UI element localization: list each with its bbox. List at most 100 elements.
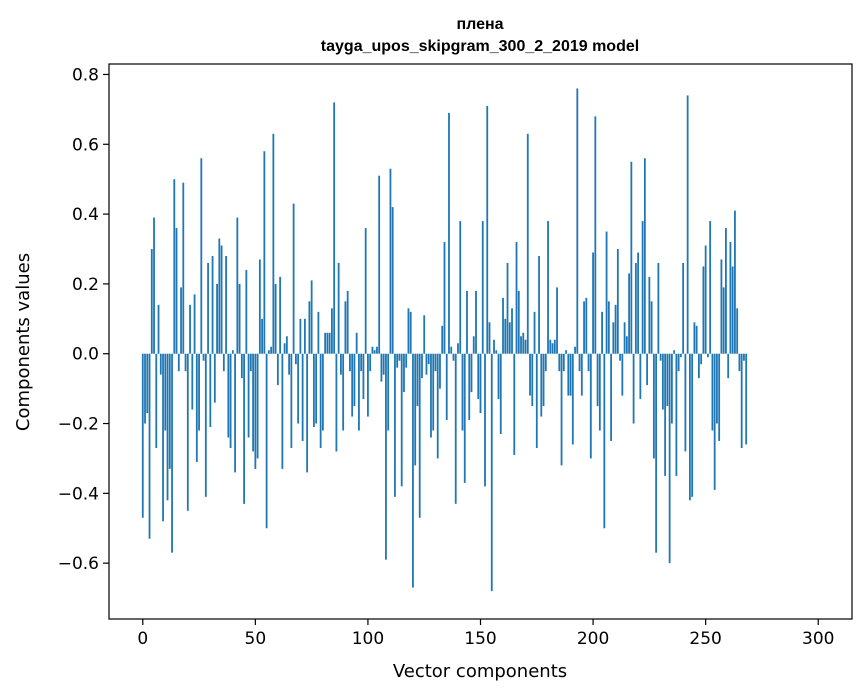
- bar-163: [508, 322, 511, 354]
- bar-156: [493, 339, 495, 354]
- x-tick-label: 0: [137, 629, 148, 649]
- bar-19: [184, 353, 187, 372]
- bar-112: [394, 353, 396, 497]
- bar-129: [432, 353, 435, 431]
- bar-248: [700, 353, 703, 365]
- bar-133: [441, 325, 444, 354]
- bar-235: [670, 353, 673, 424]
- bar-166: [515, 242, 518, 354]
- bar-213: [621, 353, 624, 396]
- bar-59: [274, 283, 277, 354]
- y-tick-label: 0.8: [72, 65, 99, 85]
- bar-69: [297, 353, 300, 424]
- bar-161: [504, 318, 507, 354]
- bar-5: [153, 217, 155, 354]
- bar-146: [470, 353, 473, 393]
- bar-85: [333, 102, 336, 354]
- bar-81: [324, 332, 327, 354]
- bar-110: [389, 168, 392, 354]
- y-tick-label: 0.6: [72, 135, 99, 155]
- bar-6: [155, 353, 158, 448]
- bar-230: [659, 353, 662, 361]
- bar-120: [412, 353, 414, 588]
- bar-249: [702, 266, 705, 354]
- bar-91: [346, 290, 349, 354]
- bar-24: [195, 353, 198, 462]
- bar-16: [177, 353, 180, 372]
- bar-86: [335, 353, 338, 452]
- bar-142: [461, 353, 464, 431]
- bar-226: [650, 301, 653, 354]
- bar-151: [481, 221, 484, 354]
- bar-223: [643, 158, 646, 354]
- x-tick-label: 150: [464, 629, 496, 649]
- bar-257: [720, 259, 723, 354]
- bar-8: [159, 353, 162, 375]
- bar-51: [256, 353, 259, 459]
- bar-241: [684, 353, 687, 452]
- bar-17: [180, 287, 182, 354]
- bar-259: [725, 228, 727, 354]
- bar-198: [587, 353, 590, 372]
- bar-48: [249, 353, 252, 372]
- bar-237: [675, 353, 678, 476]
- bar-148: [475, 290, 477, 354]
- bar-155: [490, 353, 493, 592]
- bar-189: [567, 353, 570, 396]
- bar-134: [443, 242, 446, 354]
- bar-211: [616, 249, 619, 354]
- y-axis-ticks: −0.6 −0.4 −0.2 0.0 0.2 0.4 0.6 0.8: [58, 65, 109, 574]
- bar-3: [148, 353, 151, 539]
- bar-118: [407, 308, 410, 354]
- bar-228: [655, 353, 658, 553]
- bar-176: [538, 255, 540, 354]
- bar-168: [520, 336, 522, 354]
- bar-109: [387, 353, 390, 431]
- bar-37: [225, 255, 227, 354]
- bar-175: [535, 353, 538, 448]
- bar-53: [261, 318, 263, 354]
- chart-title-line2: tayga_upos_skipgram_300_2_2019 model: [321, 38, 639, 55]
- bar-71: [301, 353, 304, 441]
- y-axis-label: Components values: [13, 253, 34, 431]
- bar-147: [472, 336, 475, 354]
- x-tick-label: 250: [689, 629, 721, 649]
- bar-131: [436, 353, 439, 459]
- bar-124: [421, 353, 423, 379]
- bar-240: [682, 262, 685, 354]
- bar-206: [605, 231, 608, 354]
- bar-43: [238, 283, 241, 354]
- bar-77: [315, 353, 318, 424]
- bar-123: [418, 353, 421, 518]
- bar-171: [526, 133, 529, 354]
- bar-254: [713, 353, 716, 490]
- bar-232: [664, 353, 667, 476]
- bar-157: [495, 350, 498, 354]
- bar-117: [405, 353, 408, 368]
- bar-132: [439, 353, 441, 389]
- bar-177: [540, 353, 543, 417]
- bar-58: [272, 133, 275, 354]
- bar-141: [459, 221, 462, 354]
- bar-49: [252, 353, 254, 452]
- bar-74: [308, 301, 311, 354]
- bar-64: [285, 336, 288, 354]
- bar-139: [454, 353, 457, 504]
- bar-252: [709, 221, 712, 354]
- bar-266: [740, 353, 743, 448]
- bar-154: [488, 322, 491, 354]
- bar-130: [434, 353, 437, 372]
- bar-15: [175, 228, 178, 354]
- bar-253: [711, 353, 714, 431]
- bar-205: [603, 353, 606, 529]
- bar-36: [222, 353, 225, 372]
- bar-22: [191, 353, 194, 410]
- bar-50: [254, 353, 257, 469]
- bar-197: [585, 297, 588, 354]
- bar-94: [353, 353, 356, 407]
- bar-201: [594, 116, 597, 354]
- bar-116: [403, 353, 405, 393]
- bar-261: [729, 242, 732, 354]
- bar-196: [583, 301, 585, 354]
- bar-98: [362, 353, 365, 400]
